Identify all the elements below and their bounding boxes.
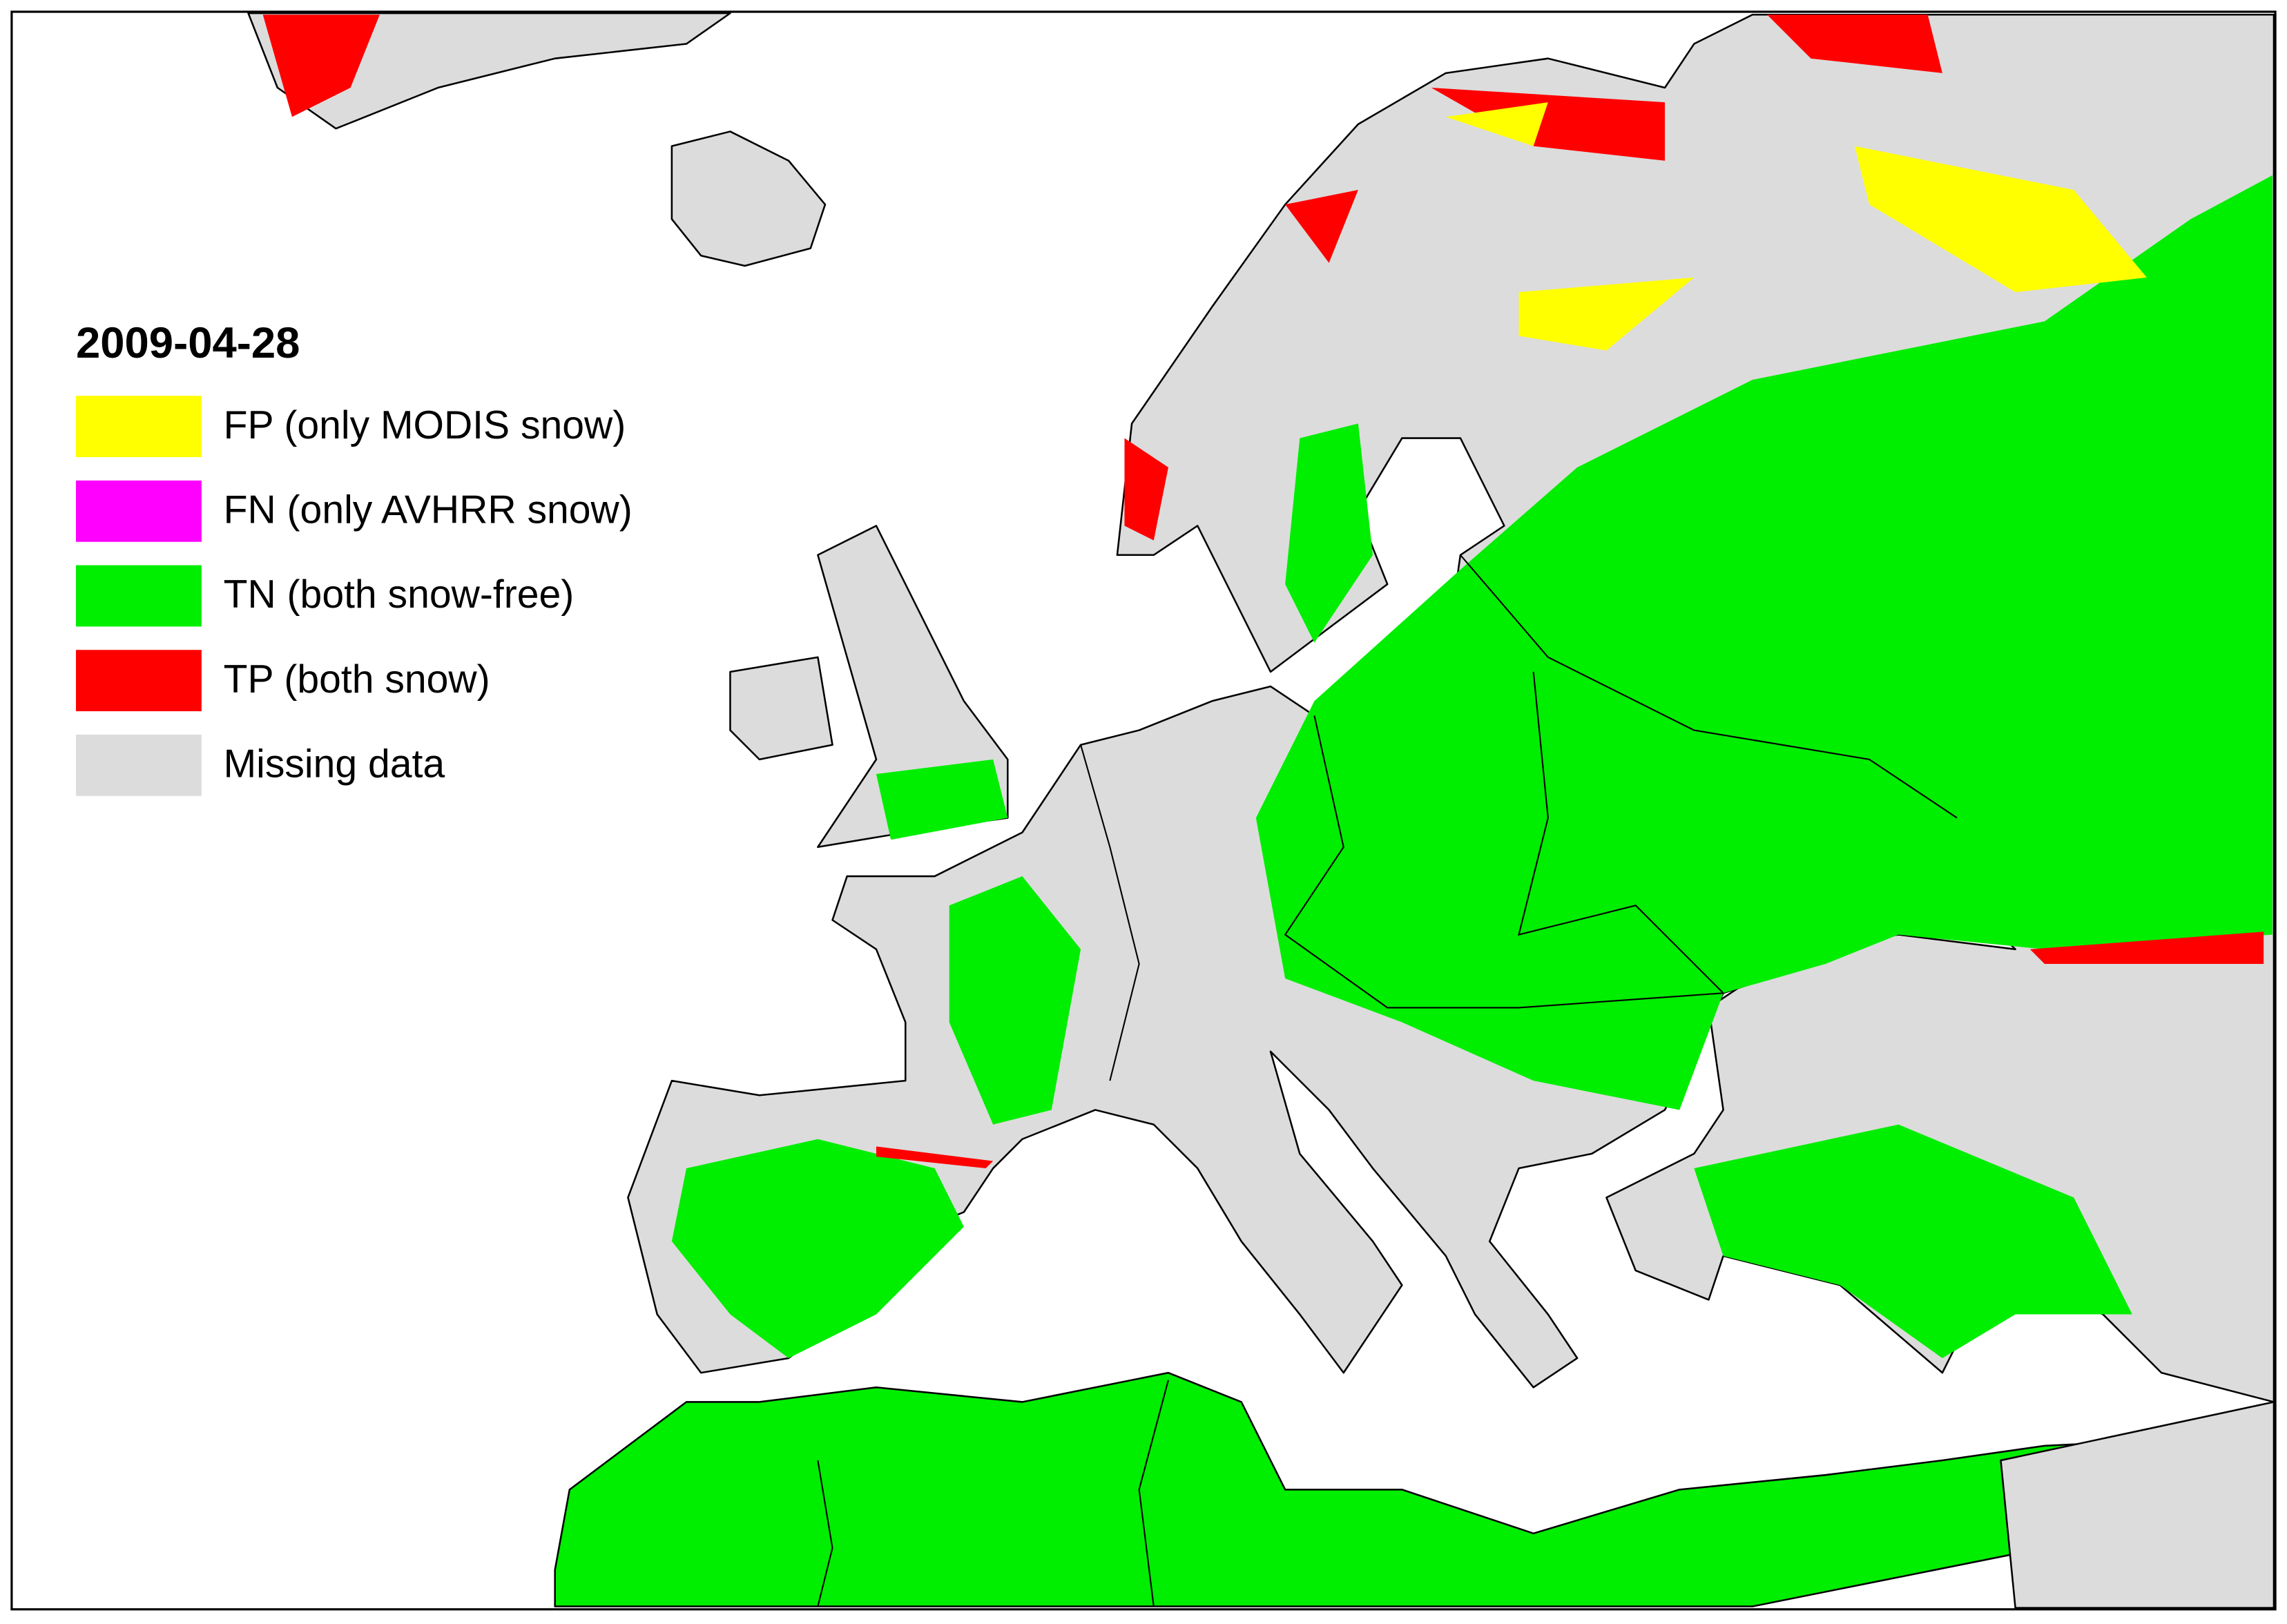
borders — [817, 554, 1958, 1607]
legend-swatch — [75, 734, 202, 796]
tp-norway — [1124, 438, 1168, 541]
middle-east — [2000, 1401, 2275, 1609]
border — [1284, 715, 1724, 1009]
border — [1138, 1380, 1169, 1607]
ireland — [729, 656, 833, 761]
tn-east-europe — [1255, 175, 2272, 1110]
border — [1080, 744, 1140, 1081]
iceland — [670, 130, 827, 267]
tn-turkey — [1694, 1124, 2132, 1358]
tp-pyrenees — [876, 1146, 994, 1169]
legend-swatch — [75, 565, 202, 627]
border — [817, 1460, 833, 1607]
legend: 2009-04-28 FP (only MODIS snow) FN (only … — [75, 319, 633, 796]
legend-label: TP (both snow) — [224, 657, 490, 702]
border — [1518, 671, 1724, 994]
tn-spain — [671, 1139, 964, 1358]
tn-sweden — [1285, 423, 1373, 643]
legend-swatch — [75, 396, 202, 458]
map-date: 2009-04-28 — [76, 319, 300, 367]
classification-patches — [262, 14, 2272, 1358]
tp-lapland — [1431, 87, 1666, 161]
legend-label: FN (only AVHRR snow) — [224, 488, 633, 532]
legend-label: FP (only MODIS snow) — [224, 403, 626, 447]
tn-britain — [876, 759, 1008, 840]
fp-karelia — [1518, 277, 1695, 351]
tp-caucasus — [2029, 931, 2264, 964]
legend-label: TN (both snow-free) — [224, 572, 575, 617]
tp-greenland — [262, 14, 380, 117]
legend-swatch — [75, 480, 202, 542]
border — [1460, 554, 1958, 819]
tp-norway-north — [1285, 190, 1358, 263]
fp-lapland — [1445, 102, 1548, 146]
tn-france — [949, 876, 1081, 1125]
tp-novaya — [1767, 14, 1942, 73]
legend-label: Missing data — [224, 742, 445, 786]
legend-swatch — [75, 650, 202, 712]
fp-russia — [1854, 146, 2147, 293]
